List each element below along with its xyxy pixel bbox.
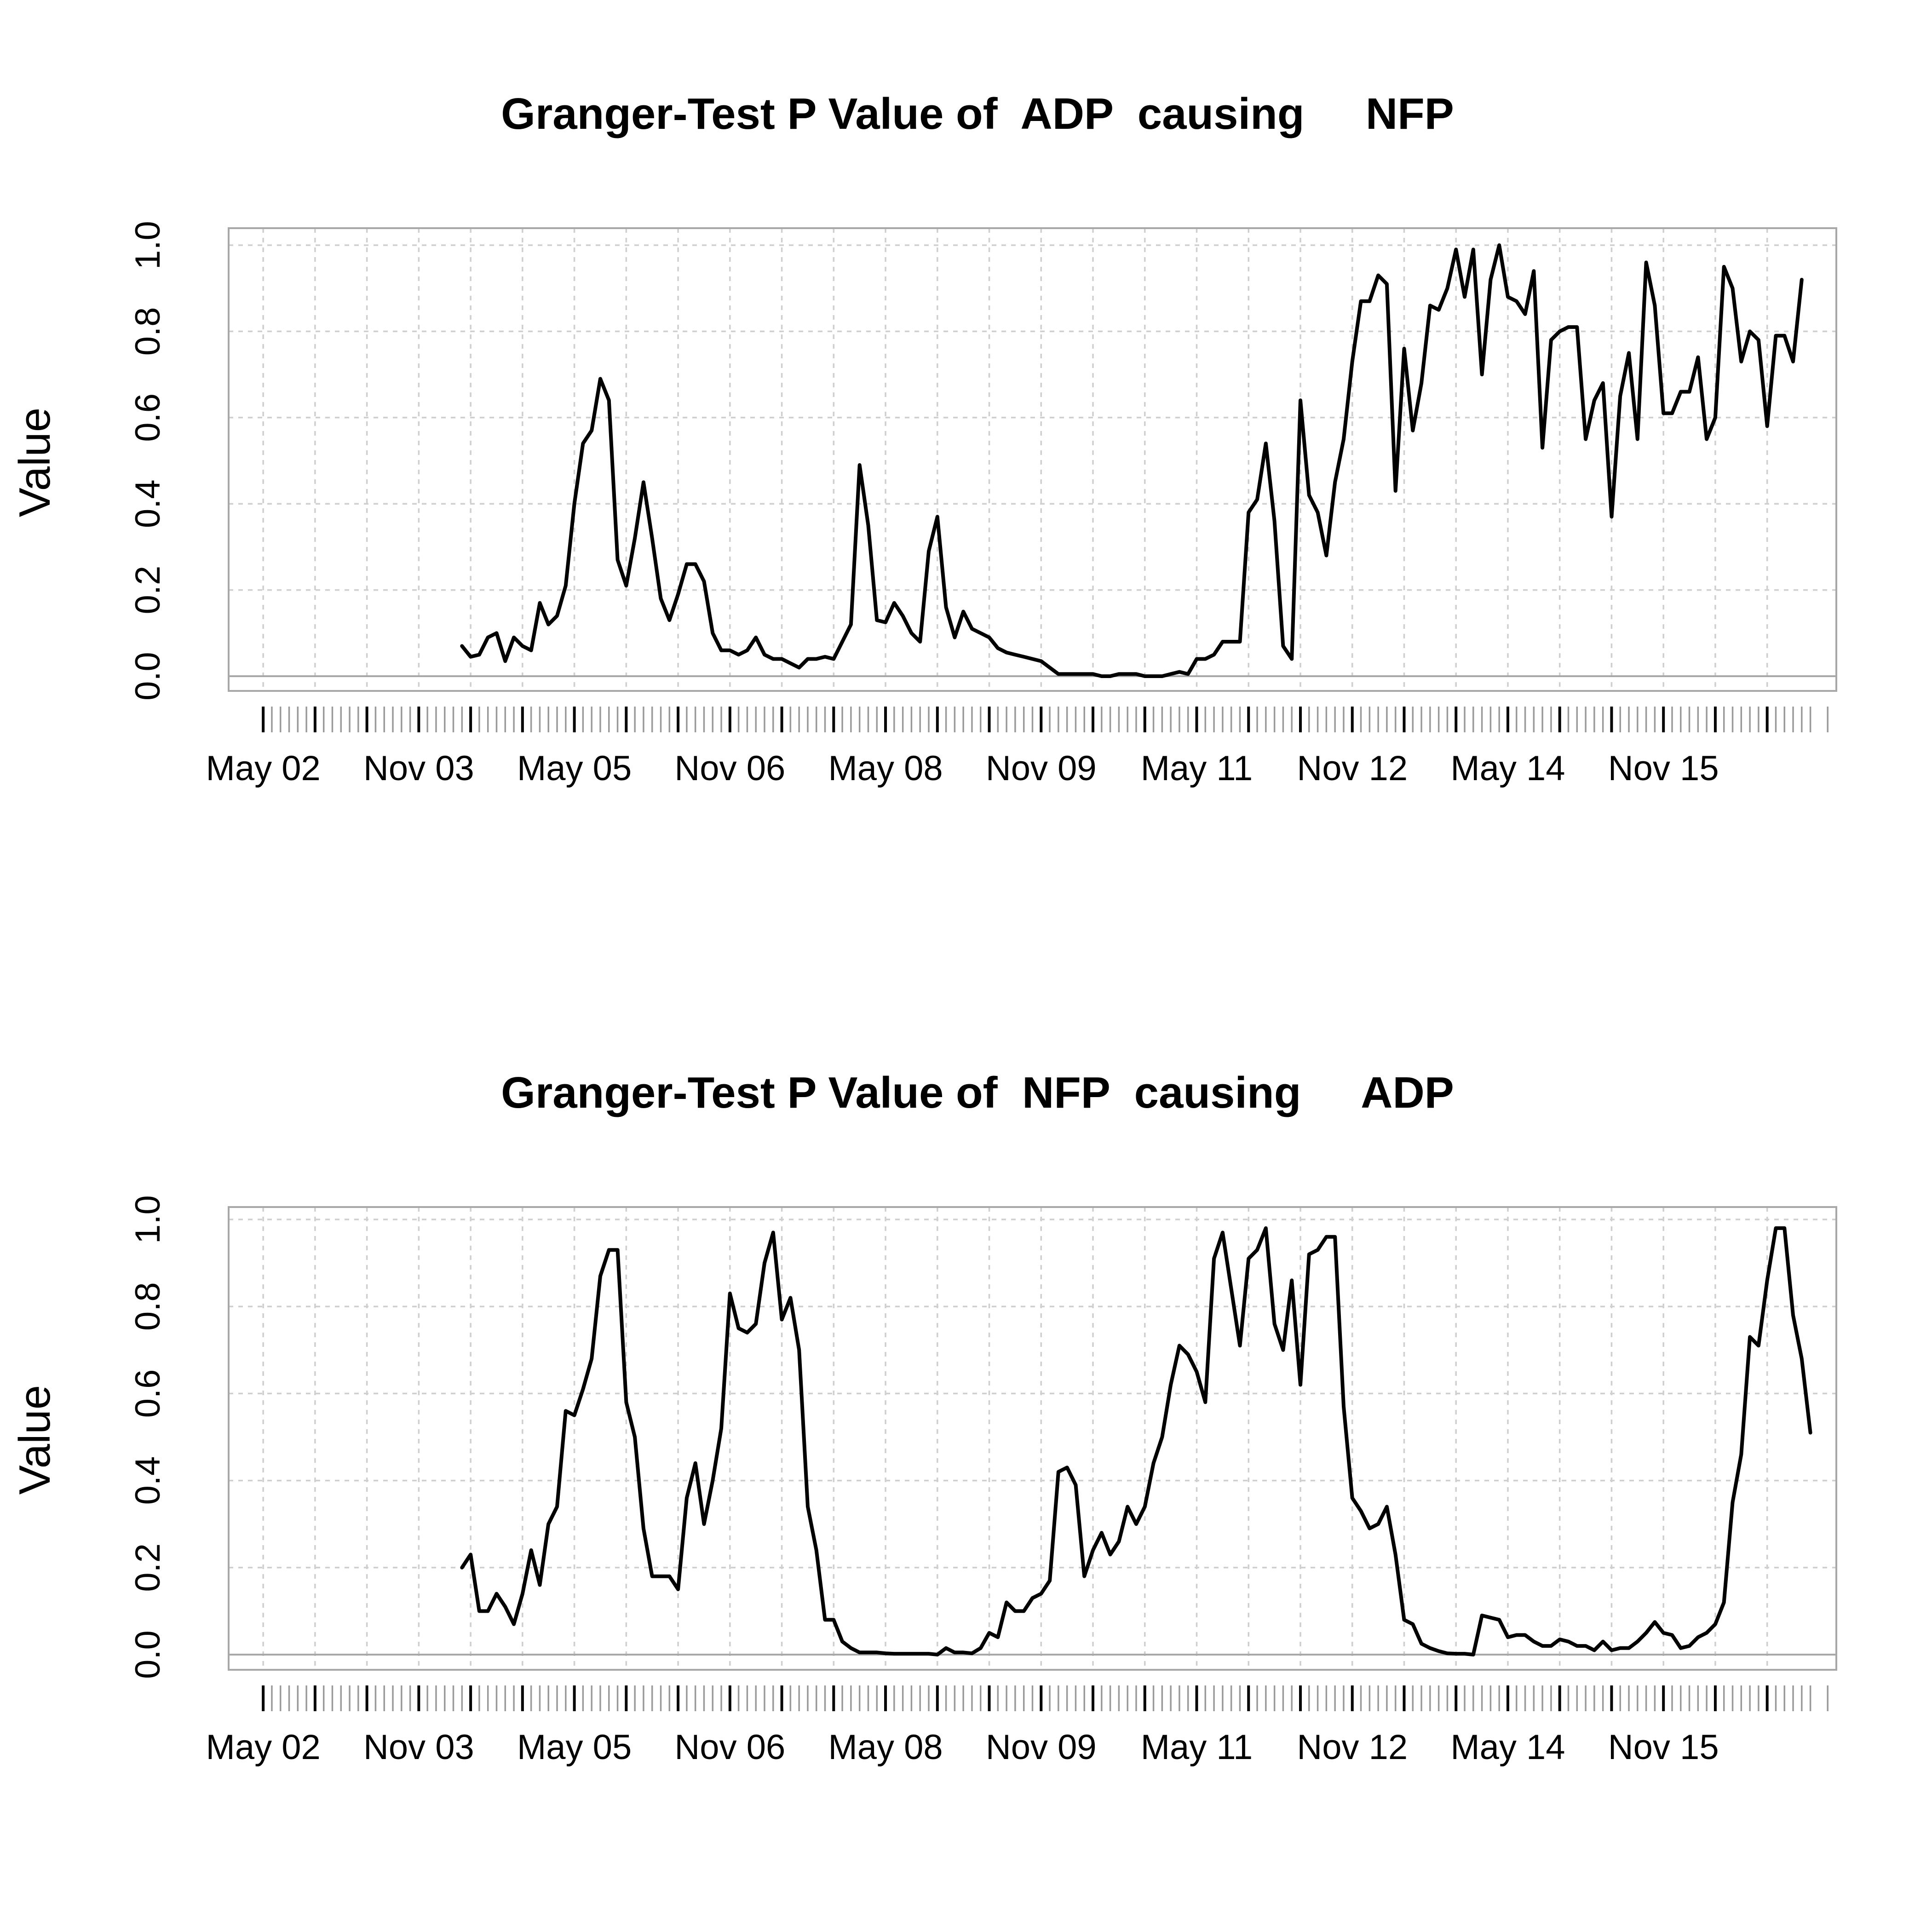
y-tick-label: 1.0 (128, 1195, 167, 1244)
x-tick-label: May 11 (1141, 1728, 1253, 1767)
series-line-adp-causing-nfp (460, 243, 1804, 678)
x-tick-label: May 02 (206, 1728, 321, 1767)
axes-top: 0.0 0.2 0.4 0.6 0.8 1.0 May 02 Nov 03 May 05 Nov … (128, 221, 1828, 788)
series-line-nfp-causing-adp (460, 1226, 1812, 1656)
y-tick-label: 0.8 (128, 307, 167, 356)
chart-title-bottom: Granger-Test P Value of NFP causing ADP (501, 1068, 1454, 1117)
x-tick-label: Nov 12 (1297, 749, 1408, 788)
x-tick-label: May 08 (828, 749, 943, 788)
y-tick-label: 0.4 (128, 479, 167, 528)
x-tick-label: May 08 (828, 1728, 943, 1767)
x-tick-label: Nov 06 (674, 1728, 785, 1767)
grid-bottom (229, 1207, 1836, 1670)
y-tick-label: 0.8 (128, 1282, 167, 1331)
plot-frame-bottom (228, 1206, 1837, 1671)
y-axis-label-bottom: Value (10, 1385, 59, 1495)
y-tick-label: 0.2 (128, 566, 167, 615)
x-tick-label: Nov 03 (363, 749, 474, 788)
x-tick-label: May 05 (517, 1728, 632, 1767)
x-tick-label: Nov 03 (363, 1728, 474, 1767)
y-tick-label: 0.0 (128, 1630, 167, 1679)
y-tick-label: 0.6 (128, 393, 167, 442)
y-tick-label: 0.4 (128, 1456, 167, 1505)
top-chart-panel: Granger-Test P Value of ADP causing NFP … (10, 89, 1837, 788)
x-tick-label: May 14 (1450, 1728, 1565, 1767)
x-tick-label: Nov 09 (986, 1728, 1097, 1767)
x-tick-label: Nov 06 (674, 749, 785, 788)
grid-top (229, 228, 1836, 691)
plot-frame-top (228, 227, 1837, 692)
x-tick-label: May 14 (1450, 749, 1565, 788)
x-tick-label: May 11 (1141, 749, 1253, 788)
x-tick-label: Nov 12 (1297, 1728, 1408, 1767)
y-tick-label: 0.0 (128, 652, 167, 701)
bottom-chart-panel: Granger-Test P Value of NFP causing ADP … (10, 1068, 1837, 1767)
chart-title-top: Granger-Test P Value of ADP causing NFP (501, 89, 1454, 138)
x-tick-label: May 02 (206, 749, 321, 788)
x-tick-label: Nov 09 (986, 749, 1097, 788)
x-tick-label: Nov 15 (1608, 749, 1719, 788)
axes-bottom: 0.0 0.2 0.4 0.6 0.8 1.0 May 02 Nov 03 May 05 Nov … (128, 1195, 1828, 1767)
y-axis-label-top: Value (10, 408, 59, 517)
y-tick-label: 1.0 (128, 221, 167, 270)
x-tick-label: Nov 15 (1608, 1728, 1719, 1767)
y-tick-label: 0.2 (128, 1543, 167, 1592)
x-tick-label: May 05 (517, 749, 632, 788)
y-tick-label: 0.6 (128, 1369, 167, 1418)
